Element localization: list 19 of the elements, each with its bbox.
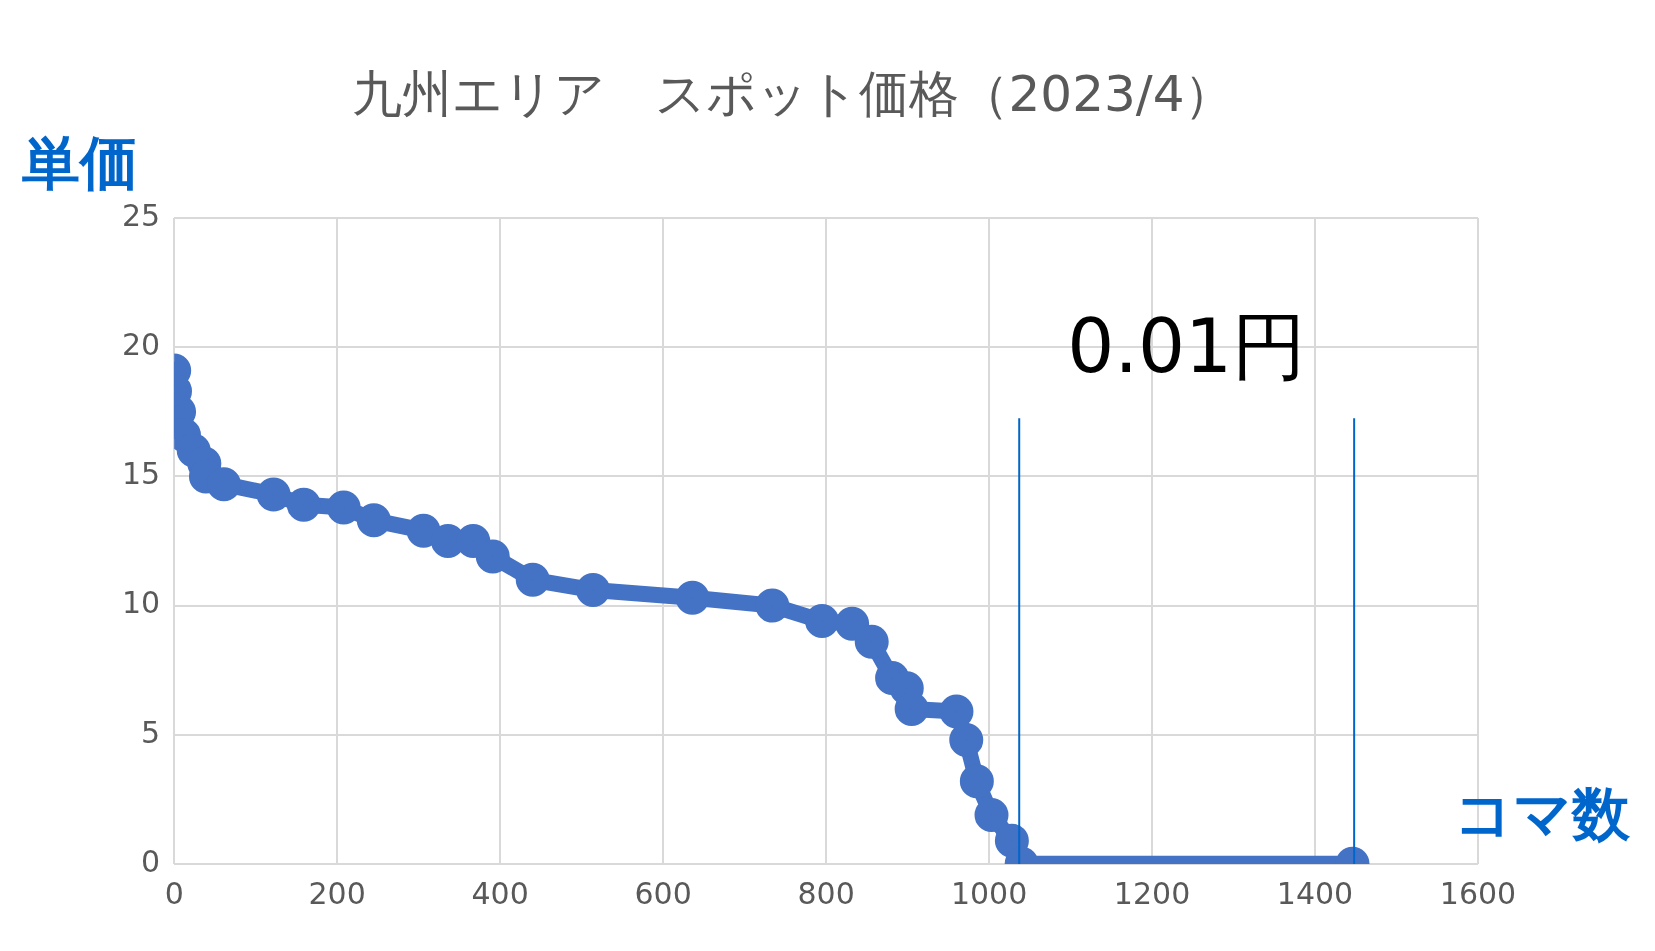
x-tick-label: 800 bbox=[797, 875, 855, 911]
y-tick-label: 25 bbox=[121, 197, 161, 233]
x-tick-label: 1400 bbox=[1276, 875, 1354, 911]
x-tick-label: 0 bbox=[164, 875, 184, 911]
x-tick-label: 1600 bbox=[1439, 875, 1517, 911]
x-axis-title: コマ数 bbox=[1454, 780, 1631, 848]
y-tick-label: 15 bbox=[121, 456, 161, 492]
y-tick-label: 0 bbox=[141, 843, 161, 879]
x-tick-label: 600 bbox=[634, 875, 692, 911]
y-axis-title: 単価 bbox=[22, 129, 138, 197]
chart-title: 九州エリア スポット価格（2023/4） bbox=[351, 64, 1235, 123]
annotation: 0.01円 bbox=[1067, 303, 1307, 390]
y-tick-label: 5 bbox=[141, 714, 161, 750]
x-tick-label: 400 bbox=[471, 875, 529, 911]
x-tick-label: 1000 bbox=[950, 875, 1028, 911]
x-tick-label: 1200 bbox=[1113, 875, 1191, 911]
y-tick-label: 20 bbox=[121, 327, 161, 362]
y-tick-label: 10 bbox=[121, 585, 161, 621]
x-tick-label: 200 bbox=[308, 875, 366, 911]
